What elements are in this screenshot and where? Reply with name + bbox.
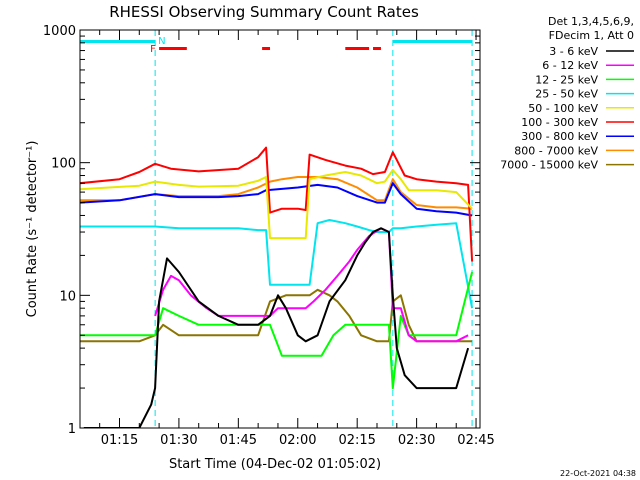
- night-flag-bar: [80, 40, 156, 43]
- series-line-300-800-kev: [80, 182, 473, 217]
- y-tick-label: 100: [51, 157, 76, 172]
- x-tick-label: 02:00: [279, 433, 316, 448]
- x-tick-label: 01:15: [101, 433, 138, 448]
- flare-flag-bar: [159, 47, 187, 50]
- y-axis-label: Count Rate (s⁻¹ detector⁻¹): [25, 141, 40, 318]
- series-line-12-25-kev: [80, 271, 474, 390]
- flare-flag-bar: [345, 47, 370, 50]
- y-tick-label: 1000: [43, 24, 76, 39]
- legend-entry-label: 6 - 12 keV: [542, 59, 598, 72]
- footer-timestamp: 22-Oct-2021 04:38: [560, 469, 636, 478]
- flare-flag-label: F: [150, 44, 156, 55]
- flare-flag-bar: [262, 47, 271, 50]
- legend: Det 1,3,4,5,6,9, FDecim 1, Att 0 3 - 6 k…: [500, 15, 634, 172]
- flare-flag-bar: [373, 47, 381, 50]
- legend-entry-label: 50 - 100 keV: [528, 102, 598, 115]
- x-axis: 01:15 01:30 01:45 02:00 02:15 02:30 02:45: [99, 30, 495, 448]
- x-tick-label: 01:45: [220, 433, 257, 448]
- legend-entry-label: 12 - 25 keV: [535, 73, 598, 86]
- x-tick-label: 02:15: [338, 433, 375, 448]
- legend-entry-label: 800 - 7000 keV: [514, 144, 598, 157]
- legend-entry-label: 100 - 300 keV: [521, 116, 598, 129]
- y-tick-label: 1: [68, 422, 76, 437]
- chart-title: RHESSI Observing Summary Count Rates: [109, 3, 419, 21]
- legend-header-line-2: FDecim 1, Att 0: [549, 29, 634, 42]
- x-tick-label: 01:30: [160, 433, 197, 448]
- series-line-50-100-kev: [80, 169, 473, 240]
- legend-entry-label: 300 - 800 keV: [521, 130, 598, 143]
- y-tick-label: 10: [59, 289, 76, 304]
- legend-entry-label: 7000 - 15000 keV: [500, 159, 598, 172]
- legend-header-line-1: Det 1,3,4,5,6,9,: [548, 15, 634, 28]
- series-line-100-300-kev: [80, 146, 474, 262]
- series-line-25-50-kev: [80, 219, 474, 309]
- x-tick-label: 02:45: [457, 433, 494, 448]
- series-line-7000-15000-kev: [80, 288, 473, 343]
- legend-entry-label: 25 - 50 keV: [535, 88, 598, 101]
- legend-entry-label: 3 - 6 keV: [549, 45, 598, 58]
- x-tick-label: 02:30: [398, 433, 435, 448]
- plot-area: NF: [80, 30, 474, 428]
- night-flag-label: N: [158, 36, 165, 47]
- night-flag-bar: [392, 40, 473, 43]
- x-axis-label: Start Time (04-Dec-02 01:05:02): [169, 457, 381, 472]
- series-line-3-6-kev: [83, 227, 470, 428]
- plot-frame: [79, 29, 481, 429]
